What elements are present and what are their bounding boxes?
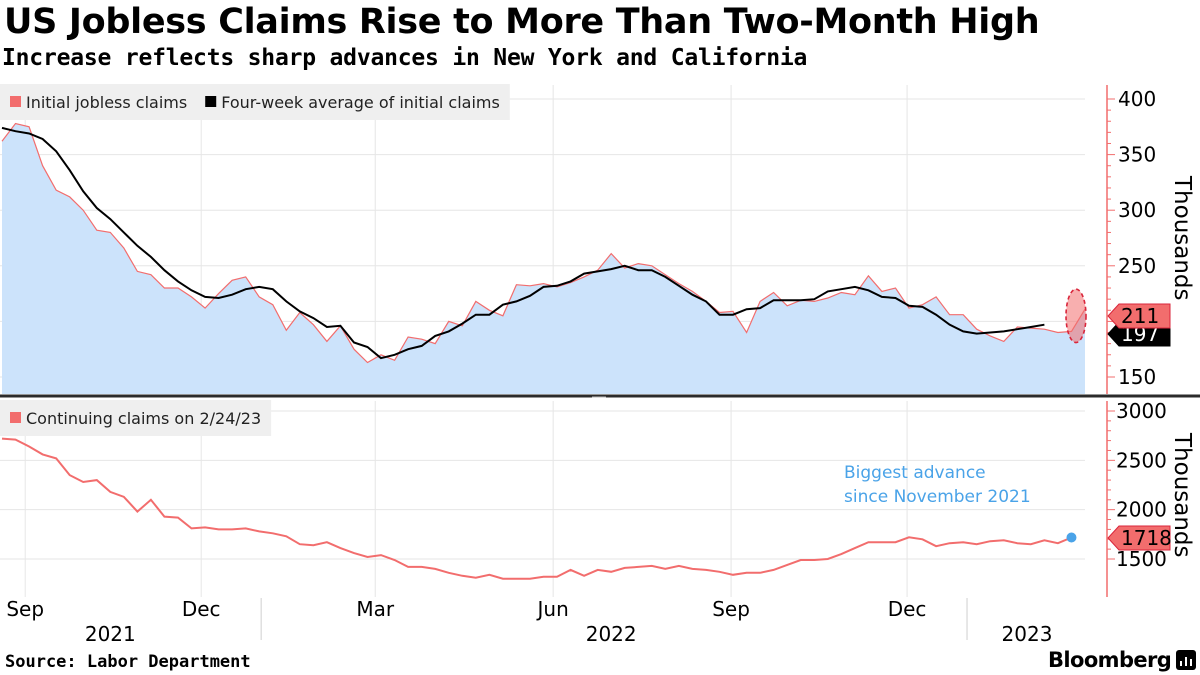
legend-label: Four-week average of initial claims — [221, 93, 500, 112]
x-month-label: Dec — [182, 597, 221, 621]
source-note: Source: Labor Department — [5, 652, 251, 672]
upper-y-tick-label: 350 — [1118, 143, 1156, 167]
upper-y-tick-label: 150 — [1118, 365, 1156, 389]
four-week-average-line — [1, 126, 1045, 360]
initial-latest-tag: 211 — [1107, 303, 1171, 329]
svg-text:1718: 1718 — [1121, 526, 1172, 550]
upper-legend: Initial jobless claims Four-week average … — [0, 84, 510, 120]
continuing-claims-latest-point — [1066, 532, 1077, 543]
chart-subtitle: Increase reflects sharp advances in New … — [2, 45, 808, 71]
continuing-claims-line — [1, 437, 1072, 580]
svg-text:211: 211 — [1121, 304, 1159, 328]
upper-y-tick-label: 400 — [1118, 87, 1156, 111]
biggest-advance-annotation: Biggest advance — [844, 463, 986, 483]
legend-swatch — [205, 96, 217, 107]
x-month-label: Mar — [356, 597, 395, 621]
latest-rise-highlight — [1065, 288, 1087, 344]
bloomberg-chart-icon — [1176, 650, 1196, 670]
initial-claims-panel — [1, 122, 1087, 394]
x-year-label: 2023 — [1002, 622, 1053, 646]
x-month-label: Sep — [712, 597, 750, 621]
x-month-label: Sep — [6, 597, 44, 621]
upper-y-tick-label: 250 — [1118, 254, 1156, 278]
chart-title: US Jobless Claims Rise to More Than Two-… — [4, 2, 1040, 42]
upper-y-tick-label: 300 — [1118, 198, 1156, 222]
x-year-label: 2022 — [586, 622, 637, 646]
biggest-advance-annotation: since November 2021 — [844, 487, 1031, 507]
legend-swatch — [10, 96, 21, 107]
lower-y-tick-label: 1500 — [1116, 547, 1167, 571]
continuing-claims-panel: Biggest advance since November 2021 — [1, 437, 1077, 580]
continuing-latest-tag: 1718 — [1107, 525, 1172, 551]
legend-label: Continuing claims on 2/24/23 — [26, 409, 261, 428]
lower-y-axis-title: Thousands — [1169, 432, 1195, 558]
x-month-label: Dec — [888, 597, 927, 621]
axes: 1502503003504001500200025003000Thousands… — [0, 85, 1200, 646]
initial-claims-area — [2, 123, 1085, 394]
legend-label: Initial jobless claims — [26, 93, 187, 112]
lower-legend: Continuing claims on 2/24/23 — [0, 400, 272, 436]
legends: Initial jobless claims Four-week average … — [0, 84, 510, 436]
lower-y-tick-label: 2000 — [1116, 498, 1167, 522]
lower-y-tick-label: 2500 — [1116, 448, 1167, 472]
lower-y-tick-label: 3000 — [1116, 399, 1167, 423]
x-month-label: Jun — [536, 597, 569, 621]
legend-swatch — [10, 412, 21, 423]
upper-y-axis-title: Thousands — [1169, 175, 1195, 301]
bloomberg-logo: Bloomberg — [1048, 648, 1172, 672]
initial-claims-line — [1, 122, 1086, 364]
x-year-label: 2021 — [85, 622, 136, 646]
